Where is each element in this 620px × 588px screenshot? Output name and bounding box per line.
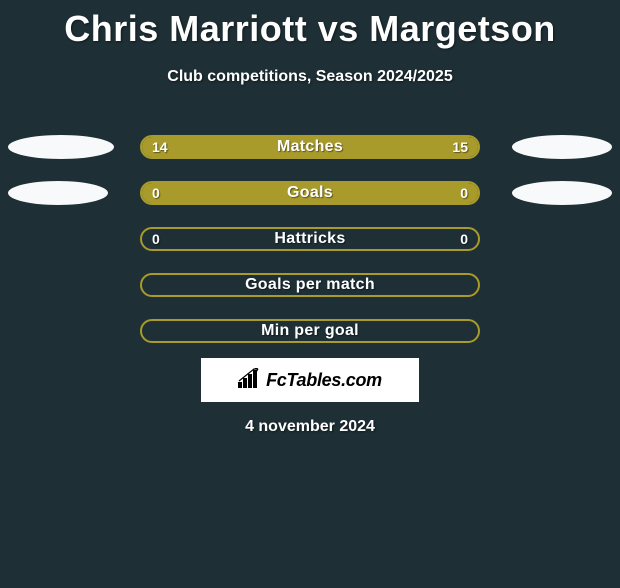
- bar-label: Min per goal: [142, 322, 478, 340]
- ellipse-right: [512, 181, 612, 205]
- ellipse-left: [8, 135, 114, 159]
- stat-row: 00Goals: [0, 170, 620, 216]
- bar-label: Goals: [142, 184, 478, 202]
- stat-bar: Goals per match: [140, 273, 480, 297]
- page-subtitle: Club competitions, Season 2024/2025: [0, 68, 620, 86]
- page-title: Chris Marriott vs Margetson: [0, 8, 620, 50]
- stat-bar: 1415Matches: [140, 135, 480, 159]
- stat-bar: Min per goal: [140, 319, 480, 343]
- logo-text: FcTables.com: [266, 370, 382, 391]
- logo-inner: FcTables.com: [238, 368, 382, 393]
- ellipse-left: [8, 181, 108, 205]
- date-text: 4 november 2024: [0, 418, 620, 436]
- bar-label: Hattricks: [142, 230, 478, 248]
- bars-icon: [238, 368, 262, 393]
- logo-box: FcTables.com: [201, 358, 419, 402]
- stat-row: Goals per match: [0, 262, 620, 308]
- stat-row: Min per goal: [0, 308, 620, 354]
- ellipse-right: [512, 135, 612, 159]
- stat-bar: 00Goals: [140, 181, 480, 205]
- stat-row: 00Hattricks: [0, 216, 620, 262]
- stat-row: 1415Matches: [0, 124, 620, 170]
- stat-rows: 1415Matches 00Goals 00Hattricks Goals per m…: [0, 124, 620, 354]
- stat-bar: 00Hattricks: [140, 227, 480, 251]
- bar-label: Goals per match: [142, 276, 478, 294]
- bar-label: Matches: [142, 138, 478, 156]
